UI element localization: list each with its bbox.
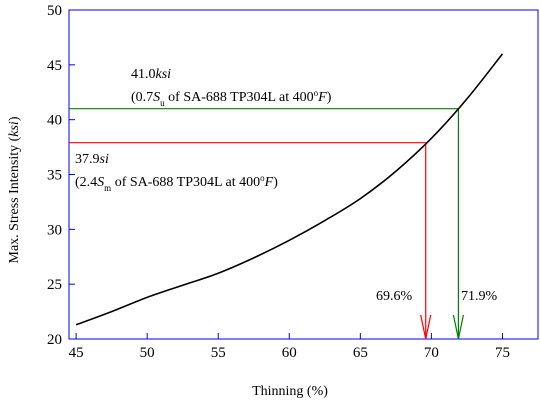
y-tick-label: 45 xyxy=(47,58,62,74)
green-line2-b: of SA-688 TP304L at 400 xyxy=(165,90,314,105)
y-tick-label: 35 xyxy=(47,168,62,184)
red-line2-a: (2.4 xyxy=(75,175,97,190)
y-tick-label: 30 xyxy=(47,222,62,238)
x-tick-label: 65 xyxy=(353,345,368,361)
y-tick-label: 25 xyxy=(47,277,62,293)
red-line2-s: S xyxy=(97,175,104,190)
red-line2-b: of SA-688 TP304L at 400 xyxy=(111,175,260,190)
green-line2-sub: u xyxy=(160,98,165,108)
y-tick-label: 40 xyxy=(47,113,62,129)
green-annotation-line1: 41.0ksi xyxy=(131,67,171,82)
green-line2-sup: o xyxy=(314,88,319,98)
red-annotation-unit: si xyxy=(100,152,109,167)
red-line2-sup: o xyxy=(260,173,265,183)
red-arrow-head xyxy=(420,314,432,340)
stress-curve xyxy=(75,53,504,326)
red-line2-sub: m xyxy=(104,183,111,193)
red-line2-f: F xyxy=(264,175,274,190)
x-ticks: 45 50 55 60 65 70 75 xyxy=(69,333,510,361)
green-line2-s: S xyxy=(153,90,160,105)
red-annotation-line2: (2.4Sm of SA-688 TP304L at 400oF) xyxy=(75,173,278,193)
red-annotation-num: 37.9 xyxy=(75,152,100,167)
y-axis-label-post: ) xyxy=(7,116,22,121)
x-tick-label: 75 xyxy=(495,345,510,361)
green-annotation-line2: (0.7Su of SA-688 TP304L at 400oF) xyxy=(131,88,332,108)
y-axis-label-pre: Max. Stress Intensity ( xyxy=(7,136,22,263)
green-marker-label: 71.9% xyxy=(461,289,498,304)
green-annotation-unit: ksi xyxy=(156,67,172,82)
green-line2-f: F xyxy=(317,90,327,105)
red-annotation-line1: 37.9si xyxy=(75,152,109,167)
y-axis-label: Max. Stress Intensity (ksi) xyxy=(7,116,22,263)
y-tick-label: 20 xyxy=(47,332,62,348)
green-annotation-num: 41.0 xyxy=(131,67,156,82)
x-tick-label: 55 xyxy=(211,345,226,361)
annotations xyxy=(69,108,464,340)
y-tick-label: 50 xyxy=(47,3,62,19)
y-ticks: 20 25 30 35 40 45 50 xyxy=(47,3,75,348)
x-axis-label: Thinning (%) xyxy=(252,384,328,399)
red-marker-label: 69.6% xyxy=(376,289,413,304)
red-line2-c: ) xyxy=(273,175,278,190)
green-line2-a: (0.7 xyxy=(131,90,153,105)
x-tick-label: 50 xyxy=(140,345,155,361)
y-axis-label-unit: ksi xyxy=(7,121,22,137)
green-arrow-head xyxy=(452,314,464,340)
x-tick-label: 60 xyxy=(282,345,297,361)
green-line2-c: ) xyxy=(327,90,332,105)
x-tick-label: 70 xyxy=(424,345,439,361)
x-tick-label: 45 xyxy=(69,345,84,361)
